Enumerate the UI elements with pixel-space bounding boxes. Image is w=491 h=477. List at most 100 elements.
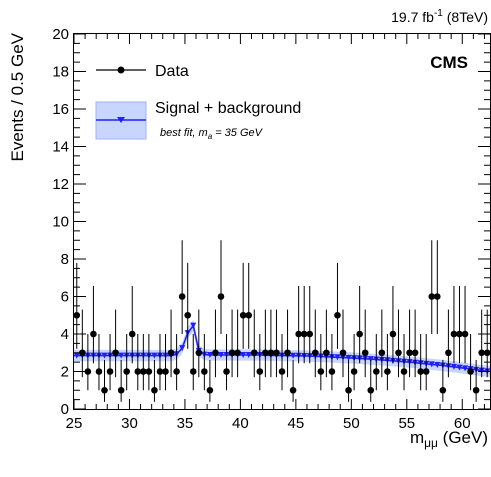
- fit-point: [367, 356, 374, 363]
- data-point: [234, 349, 241, 357]
- fit-point: [118, 352, 125, 359]
- data-point: [478, 349, 485, 357]
- data-point: [367, 386, 375, 394]
- data-point: [389, 330, 397, 338]
- data-point: [256, 368, 264, 375]
- x-tick-label: 50: [343, 415, 360, 432]
- y-tick-label: 2: [61, 364, 69, 381]
- fit-point: [456, 364, 463, 371]
- x-tick-label: 60: [454, 415, 471, 432]
- data-point: [101, 386, 108, 394]
- data-point: [450, 330, 458, 338]
- y-tick-label: 12: [52, 176, 69, 193]
- data-point: [300, 330, 308, 338]
- y-tick-label: 8: [61, 251, 69, 268]
- legend-data-label: Data: [155, 63, 189, 80]
- fit-point: [334, 354, 341, 361]
- data-point: [123, 368, 130, 375]
- fit-point: [462, 365, 469, 372]
- data-point: [334, 311, 341, 319]
- data-point: [151, 386, 158, 394]
- data-point: [328, 368, 336, 375]
- data-point: [323, 349, 330, 357]
- data-point: [239, 311, 247, 319]
- data-point: [156, 368, 164, 375]
- fit-point: [450, 363, 457, 370]
- y-axis-title: Events / 0.5 GeV: [8, 32, 27, 161]
- experiment-label: CMS: [430, 53, 468, 72]
- data-point: [384, 368, 391, 375]
- data-point: [467, 368, 474, 375]
- legend-fit-note: best fit, ma = 35 GeV: [160, 127, 264, 141]
- data-point: [406, 349, 413, 357]
- fit-point: [179, 345, 186, 352]
- y-tick-label: 6: [61, 289, 69, 306]
- data-point: [167, 349, 175, 357]
- data-points: [73, 240, 491, 402]
- fit-point: [245, 352, 252, 358]
- data-point: [79, 349, 86, 357]
- data-point: [228, 349, 236, 357]
- x-tick-label: 55: [398, 415, 415, 432]
- data-point: [361, 349, 369, 357]
- y-tick-label: 14: [52, 139, 69, 156]
- y-tick-label: 10: [52, 214, 69, 231]
- data-point: [278, 368, 286, 375]
- data-point: [306, 330, 314, 338]
- data-point: [201, 368, 208, 375]
- x-tick-label: 45: [288, 415, 305, 432]
- data-point: [117, 386, 125, 394]
- data-point: [245, 311, 253, 319]
- data-point: [267, 349, 275, 357]
- fit-point: [345, 354, 352, 361]
- data-point: [206, 386, 214, 394]
- x-tick-label: 35: [177, 415, 194, 432]
- fit-point: [428, 361, 435, 368]
- data-point: [84, 368, 92, 375]
- data-point: [417, 368, 424, 375]
- fit-uncertainty-band: [74, 319, 490, 377]
- x-tick-label: 30: [121, 415, 138, 432]
- data-point: [295, 330, 302, 338]
- data-point: [311, 349, 319, 357]
- data-point: [217, 293, 225, 300]
- data-point: [317, 368, 325, 375]
- y-tick-label: 0: [61, 401, 69, 418]
- data-point: [223, 368, 230, 375]
- data-point: [472, 386, 480, 394]
- data-point: [445, 349, 452, 357]
- data-point: [428, 293, 436, 300]
- data-point: [439, 386, 447, 394]
- fit-point: [206, 352, 213, 358]
- y-tick-label: 16: [52, 101, 69, 118]
- data-point: [178, 293, 186, 300]
- data-point: [456, 330, 463, 338]
- data-point: [262, 349, 269, 357]
- data-point: [411, 349, 419, 357]
- fit-point: [240, 352, 247, 358]
- axis-ticks: 25 30 35 40 45 50 55 60 0 2 4 6 8 10 12 14 16 18 20: [52, 26, 490, 432]
- data-point: [212, 349, 219, 357]
- data-point: [189, 368, 197, 375]
- data-point: [140, 368, 147, 375]
- data-point: [195, 349, 203, 357]
- x-tick-label: 40: [232, 415, 249, 432]
- data-point: [339, 349, 347, 357]
- y-tick-label: 18: [52, 64, 69, 81]
- x-tick-label: 25: [66, 415, 83, 432]
- data-point: [134, 368, 142, 375]
- data-point: [422, 368, 430, 375]
- fit-point: [434, 361, 441, 368]
- data-point: [356, 330, 363, 338]
- legend: Data Signal + background best fit, ma = …: [95, 63, 301, 141]
- fit-point: [190, 322, 197, 329]
- data-point: [95, 368, 103, 375]
- data-point: [461, 330, 469, 338]
- data-point: [90, 330, 97, 338]
- data-point: [128, 330, 136, 338]
- y-tick-label: 4: [61, 326, 69, 343]
- data-point: [273, 349, 280, 357]
- data-point: [345, 386, 352, 394]
- data-point: [106, 368, 114, 375]
